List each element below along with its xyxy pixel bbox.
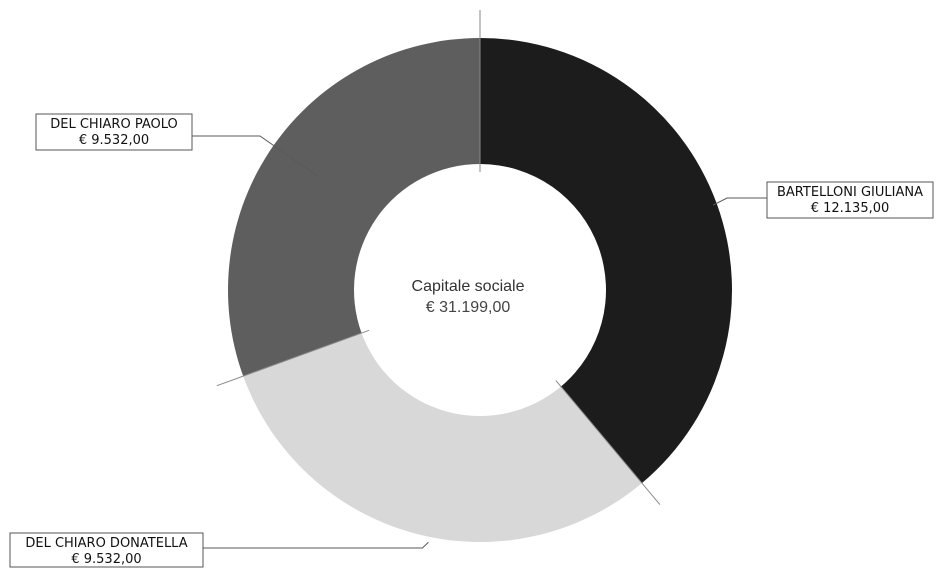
slice-name-label: BARTELLONI GIULIANA [777,185,923,200]
ticks-layer [216,10,661,505]
slice-name-label: DEL CHIARO PAOLO [50,117,178,132]
data-label-box [35,113,193,151]
leaders-layer [192,135,767,549]
center-label: Capitale sociale € 31.199,00 [412,278,525,316]
boundary-tick-3 [216,329,370,387]
data-label-bartelloni-giuliana: BARTELLONI GIULIANA€ 12.135,00 [766,181,934,219]
leader-line-del-chiaro-paolo [192,135,318,177]
slice-value-label: € 9.532,00 [79,133,149,148]
data-label-box [9,532,204,568]
leader-line-bartelloni-giuliana [712,197,767,206]
slice-del-chiaro-donatella [243,333,642,542]
slices-layer [227,38,733,542]
center-value: € 31.199,00 [426,299,511,316]
data-label-del-chiaro-donatella: DEL CHIARO DONATELLA€ 9.532,00 [9,532,204,568]
slice-name-label: DEL CHIARO DONATELLA [25,536,187,551]
data-label-box [766,181,934,219]
slice-bartelloni-giuliana [480,38,733,484]
leader-line-del-chiaro-donatella [203,541,429,549]
slice-del-chiaro-paolo [227,38,480,377]
data-label-del-chiaro-paolo: DEL CHIARO PAOLO€ 9.532,00 [35,113,193,151]
slice-value-label: € 9.532,00 [71,552,141,567]
slice-value-label: € 12.135,00 [811,201,890,216]
boundary-tick-2 [555,380,661,505]
labels-layer: BARTELLONI GIULIANA€ 12.135,00 DEL CHIARO… [9,113,934,568]
center-title: Capitale sociale [412,278,525,295]
